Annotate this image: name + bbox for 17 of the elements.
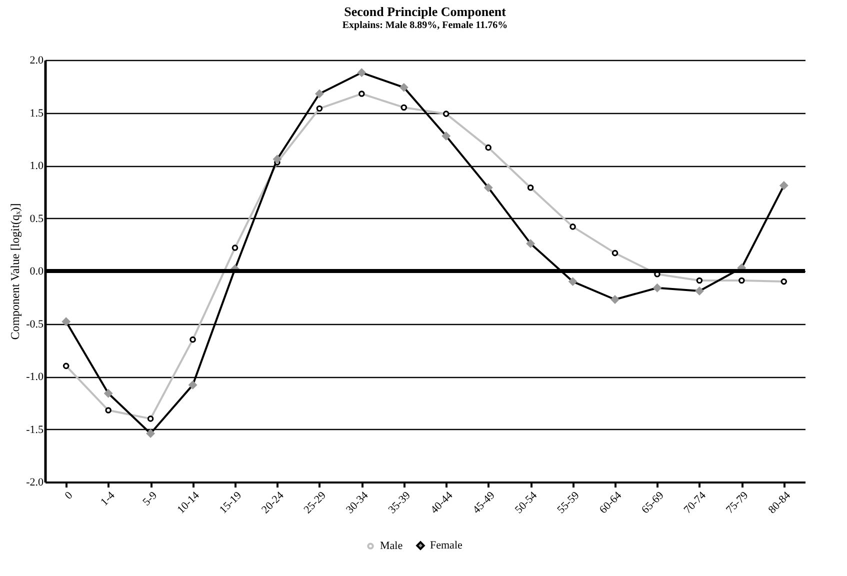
legend-label: Male (380, 540, 403, 552)
y-tick-label: -0.5 (26, 318, 44, 330)
chart-title: Second Principle Component (344, 4, 507, 19)
y-tick-label: 1.5 (30, 107, 44, 120)
y-tick-label: -1.0 (26, 371, 44, 383)
x-tick-label: 1-4 (98, 489, 118, 508)
y-tick-label: -2.0 (26, 476, 44, 488)
x-tick-label: 0 (62, 489, 76, 502)
y-tick-label: 0.5 (30, 212, 44, 225)
legend-label: Female (430, 540, 462, 552)
y-tick-label: 0.0 (30, 266, 44, 278)
y-tick-label: 2.0 (30, 54, 44, 66)
x-tick-label: 5-9 (140, 489, 160, 508)
y-tick-label: -1.5 (26, 424, 44, 436)
y-axis-title: Component Value [logit(qₓ)] (8, 203, 22, 340)
chart-subtitle: Explains: Male 8.89%, Female 11.76% (342, 20, 508, 31)
y-tick-label: 1.0 (30, 160, 44, 172)
